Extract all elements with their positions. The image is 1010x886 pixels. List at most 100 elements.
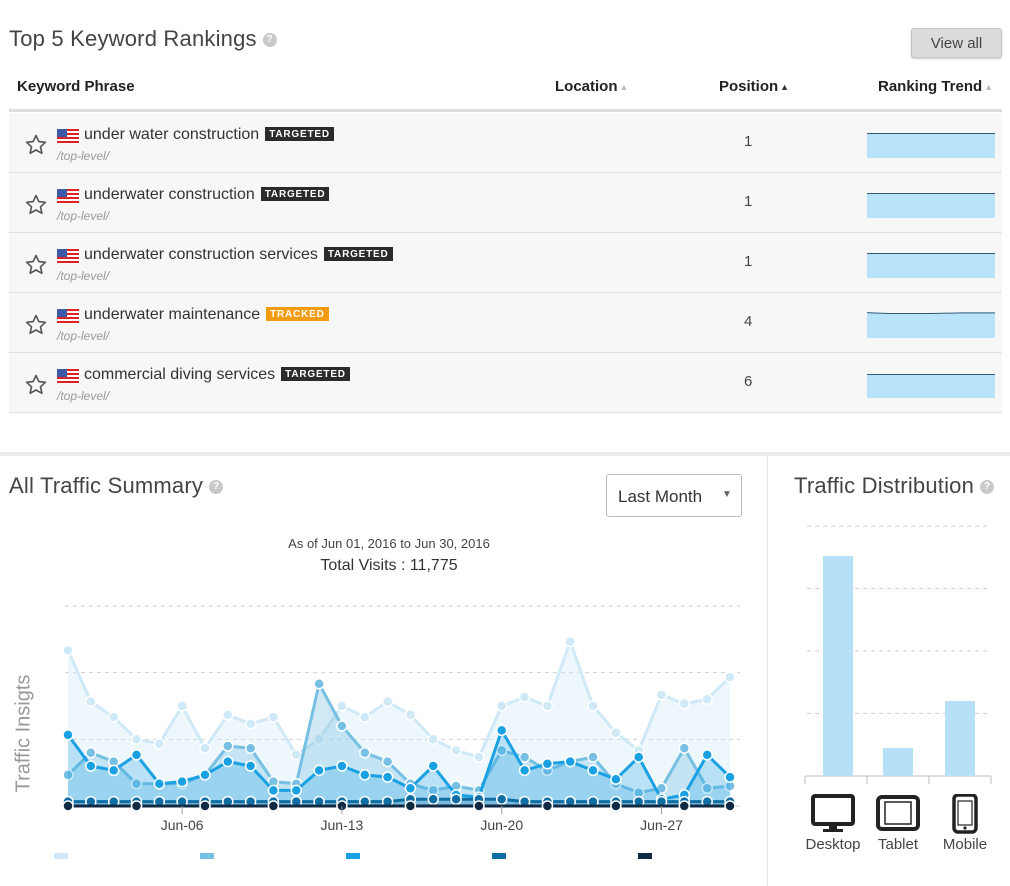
device-label-mobile: Mobile xyxy=(942,836,988,853)
data-point xyxy=(222,709,234,721)
table-row[interactable]: underwater construction TARGETED/top-leve… xyxy=(9,173,1002,233)
keyword-text[interactable]: underwater construction xyxy=(84,186,255,203)
data-point xyxy=(313,733,325,746)
keyword-text[interactable]: commercial diving services xyxy=(84,366,276,383)
us-flag-icon xyxy=(56,248,80,268)
status-badge: TARGETED xyxy=(323,247,393,261)
column-keyword-phrase[interactable]: Keyword Phrase xyxy=(17,78,135,95)
data-point xyxy=(724,771,736,783)
data-point xyxy=(244,742,257,754)
traffic-chart: Jun-06 Jun-13 Jun-20 Jun-27 xyxy=(54,605,740,859)
data-point xyxy=(199,742,211,754)
data-point xyxy=(473,800,485,812)
series-area xyxy=(68,730,730,806)
ranking-trend-sparkline xyxy=(867,368,995,403)
help-icon[interactable]: ? xyxy=(262,33,277,48)
data-point xyxy=(541,800,554,812)
keyword-text[interactable]: underwater maintenance xyxy=(84,306,261,323)
traffic-summary-title-text: All Traffic Summary xyxy=(9,473,204,498)
data-point xyxy=(153,738,166,750)
keyword-text[interactable]: under water construction xyxy=(84,126,260,143)
keyword-url: /top-level/ xyxy=(57,329,110,343)
data-point xyxy=(176,700,188,712)
trend-line xyxy=(866,312,995,314)
position-value: 1 xyxy=(744,193,753,210)
keyword-cell[interactable]: under water construction TARGETED xyxy=(84,126,334,144)
data-point xyxy=(222,740,234,752)
help-icon[interactable]: ? xyxy=(209,480,224,495)
star-icon[interactable] xyxy=(24,313,48,342)
data-point xyxy=(359,746,371,759)
keyword-cell[interactable]: underwater maintenance TRACKED xyxy=(84,306,329,324)
data-point xyxy=(85,695,97,708)
keyword-rankings-title: Top 5 Keyword Rankings? xyxy=(9,26,277,52)
data-point xyxy=(313,764,325,777)
data-point xyxy=(336,720,348,732)
position-value: 1 xyxy=(744,133,753,150)
column-location-label: Location xyxy=(555,78,618,95)
data-point xyxy=(290,784,303,797)
chevron-down-icon: ▼ xyxy=(722,489,732,500)
data-point xyxy=(678,742,691,754)
data-point xyxy=(107,711,120,723)
data-point xyxy=(130,749,143,761)
series-4 xyxy=(62,800,736,812)
data-point xyxy=(199,800,211,812)
star-icon[interactable] xyxy=(24,253,48,282)
legend-swatch xyxy=(54,853,68,859)
data-point xyxy=(495,724,508,737)
keyword-cell[interactable]: commercial diving services TARGETED xyxy=(84,366,350,384)
keyword-url: /top-level/ xyxy=(57,209,110,223)
traffic-distribution-panel: Traffic Distribution? Desktop Tablet Mobil… xyxy=(769,456,1010,886)
column-position[interactable]: Position ▲ xyxy=(719,78,789,95)
data-point xyxy=(199,769,211,781)
data-point xyxy=(62,800,74,812)
total-visits: Total Visits : 11,775 xyxy=(320,557,458,574)
star-icon[interactable] xyxy=(24,373,48,402)
data-point xyxy=(724,800,736,812)
data-point xyxy=(701,782,713,794)
keyword-cell[interactable]: underwater construction TARGETED xyxy=(84,186,330,204)
x-tick-label: Jun-27 xyxy=(640,817,683,833)
column-keyword-label: Keyword Phrase xyxy=(17,78,135,95)
period-select[interactable]: Last Month ▼ xyxy=(606,474,742,517)
ranking-trend-sparkline xyxy=(867,128,995,163)
bar-desktop xyxy=(823,556,853,776)
data-point xyxy=(724,671,736,683)
keyword-url: /top-level/ xyxy=(57,149,110,163)
column-location[interactable]: Location ▲︎ xyxy=(555,78,628,95)
keyword-cell[interactable]: underwater construction services TARGETED xyxy=(84,246,393,264)
data-point xyxy=(107,764,120,777)
status-badge: TARGETED xyxy=(265,127,334,141)
sort-ascending-icon: ▲ xyxy=(780,82,790,93)
panel-divider xyxy=(0,452,1010,456)
data-point xyxy=(587,700,599,712)
data-point xyxy=(473,751,485,763)
keyword-text[interactable]: underwater construction services xyxy=(84,246,318,263)
traffic-summary-title: All Traffic Summary? xyxy=(9,473,224,499)
data-point xyxy=(244,718,257,730)
sort-icon: ▲︎ xyxy=(619,82,629,93)
legend-swatch xyxy=(346,853,360,859)
column-trend-label: Ranking Trend xyxy=(878,78,983,95)
data-point xyxy=(267,784,280,797)
data-point xyxy=(85,746,97,759)
keyword-url: /top-level/ xyxy=(57,269,110,283)
star-icon[interactable] xyxy=(24,133,48,162)
data-point xyxy=(495,793,508,806)
table-row[interactable]: commercial diving services TARGETED/top-l… xyxy=(9,353,1002,413)
device-label-tablet: Tablet xyxy=(877,836,919,853)
us-flag-icon xyxy=(56,188,80,208)
data-point xyxy=(222,755,234,768)
data-point xyxy=(62,769,74,781)
star-icon[interactable] xyxy=(24,193,48,222)
legend-swatch xyxy=(200,853,214,859)
help-icon[interactable]: ? xyxy=(980,480,995,495)
table-row[interactable]: under water construction TARGETED/top-lev… xyxy=(9,113,1002,173)
trend-area xyxy=(867,193,995,218)
table-row[interactable]: underwater construction services TARGETED… xyxy=(9,233,1002,293)
view-all-button[interactable]: View all xyxy=(911,28,1002,58)
us-flag-icon xyxy=(56,368,80,388)
column-ranking-trend[interactable]: Ranking Trend ▲︎ xyxy=(878,78,993,95)
table-row[interactable]: underwater maintenance TRACKED/top-level/… xyxy=(9,293,1002,353)
